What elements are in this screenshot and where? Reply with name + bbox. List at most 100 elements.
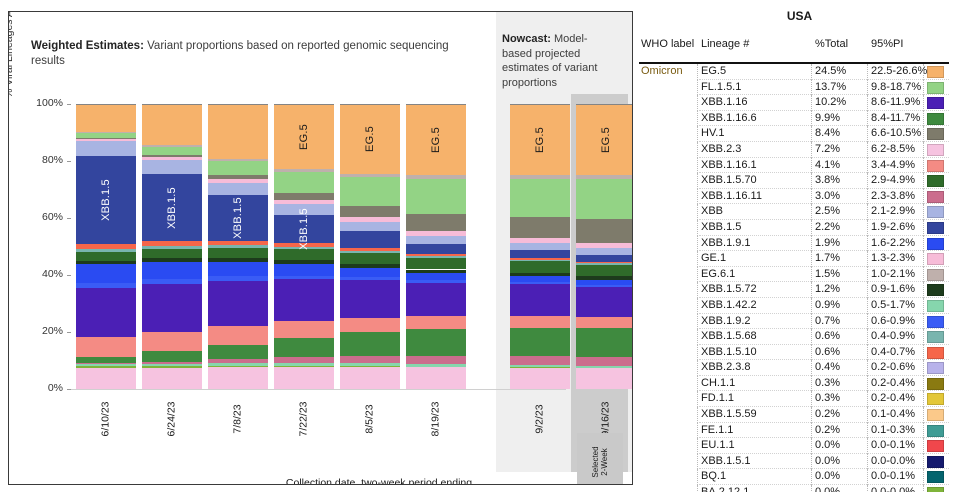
- bar-segment[interactable]: [76, 366, 136, 368]
- bar-segment[interactable]: [510, 174, 570, 180]
- bar-segment[interactable]: [510, 259, 570, 262]
- table-row[interactable]: FD.1.1 0.3% 0.2-0.4%: [637, 391, 962, 408]
- bar-segment[interactable]: [406, 254, 466, 257]
- table-row[interactable]: BA.2.12.1 0.0% 0.0-0.0%: [637, 485, 962, 492]
- stacked-bar[interactable]: XBB.1.5: [142, 103, 202, 389]
- bar-segment[interactable]: [274, 275, 334, 280]
- bar-segment[interactable]: [576, 356, 632, 366]
- bar-segment[interactable]: [340, 252, 400, 265]
- bar-segment[interactable]: [142, 367, 202, 389]
- bar-segment[interactable]: [340, 277, 400, 281]
- bar-segment[interactable]: [576, 179, 632, 219]
- bar-segment[interactable]: [76, 243, 136, 249]
- bar-segment[interactable]: [142, 241, 202, 246]
- bar-segment[interactable]: [576, 265, 632, 277]
- bar-segment[interactable]: [208, 182, 268, 196]
- table-row[interactable]: Omicron EG.5 24.5% 22.5-26.6%: [637, 64, 962, 80]
- bar-segment[interactable]: [576, 287, 632, 317]
- bar-segment[interactable]: [142, 283, 202, 332]
- bar-segment[interactable]: [208, 280, 268, 327]
- bar-segment[interactable]: [576, 103, 632, 105]
- bar-segment[interactable]: [576, 104, 632, 176]
- table-row[interactable]: XBB.1.5.70 3.8% 2.9-4.9%: [637, 173, 962, 189]
- bar-segment[interactable]: [76, 104, 136, 132]
- bar-segment[interactable]: [510, 103, 570, 105]
- bar-segment[interactable]: [576, 218, 632, 244]
- bar-segment[interactable]: [576, 285, 632, 288]
- bar-segment[interactable]: [406, 364, 466, 367]
- table-row[interactable]: XBB.1.5.72 1.2% 0.9-1.6%: [637, 282, 962, 298]
- table-row[interactable]: XBB.1.16 10.2% 8.6-11.9%: [637, 95, 962, 111]
- selected-2week-badge[interactable]: Selected 2-Week: [577, 433, 623, 484]
- bar-segment[interactable]: [274, 192, 334, 200]
- bar-segment[interactable]: [576, 316, 632, 329]
- bar-segment[interactable]: [274, 357, 334, 364]
- bar-segment[interactable]: [208, 104, 268, 160]
- bar-segment[interactable]: [340, 250, 400, 253]
- bar-segment[interactable]: [406, 316, 466, 330]
- bar-segment[interactable]: [208, 359, 268, 364]
- bar-segment[interactable]: [510, 367, 570, 389]
- bar-segment[interactable]: [274, 321, 334, 338]
- bar-segment[interactable]: [142, 366, 202, 368]
- bar-segment[interactable]: [208, 363, 268, 366]
- table-row[interactable]: XBB.1.5 2.2% 1.9-2.6%: [637, 219, 962, 236]
- bar-segment[interactable]: [340, 264, 400, 269]
- bar-segment[interactable]: [274, 260, 334, 265]
- bar-segment[interactable]: [340, 103, 400, 105]
- bar-segment[interactable]: [510, 282, 570, 285]
- bar-segment[interactable]: [274, 203, 334, 215]
- bar-segment[interactable]: [274, 337, 334, 358]
- bar-segment[interactable]: [274, 365, 334, 367]
- bar-segment[interactable]: [76, 362, 136, 365]
- bar-segment[interactable]: [340, 177, 400, 207]
- bar-segment[interactable]: [340, 366, 400, 367]
- bar-segment[interactable]: [76, 131, 136, 133]
- bar-segment[interactable]: [406, 258, 466, 270]
- bar-segment[interactable]: [208, 261, 268, 277]
- table-row[interactable]: FL.1.5.1 13.7% 9.8-18.7%: [637, 79, 962, 96]
- bar-segment[interactable]: [208, 103, 268, 105]
- bar-segment[interactable]: [208, 175, 268, 179]
- bar-segment[interactable]: [274, 363, 334, 366]
- bar-segment[interactable]: [340, 317, 400, 333]
- bar-segment[interactable]: [142, 104, 202, 145]
- bar-segment[interactable]: [208, 367, 268, 389]
- table-row[interactable]: XBB.1.9.1 1.9% 1.6-2.2%: [637, 235, 962, 252]
- bar-segment[interactable]: [142, 173, 202, 242]
- table-row[interactable]: XBB.1.9.2 0.7% 0.6-0.9%: [637, 313, 962, 330]
- table-row[interactable]: XBB.2.3.8 0.4% 0.2-0.6%: [637, 360, 962, 376]
- bar-segment[interactable]: [510, 261, 570, 273]
- bar-segment[interactable]: [76, 252, 136, 261]
- bar-segment[interactable]: [340, 332, 400, 357]
- bar-segment[interactable]: [208, 244, 268, 248]
- bar-segment[interactable]: [142, 361, 202, 365]
- table-row[interactable]: EU.1.1 0.0% 0.0-0.1%: [637, 438, 962, 454]
- bar-segment[interactable]: [142, 258, 202, 262]
- bar-segment[interactable]: [76, 103, 136, 105]
- bar-segment[interactable]: [274, 279, 334, 322]
- bar-segment[interactable]: [576, 255, 632, 262]
- bar-segment[interactable]: [340, 268, 400, 278]
- bar-segment[interactable]: [274, 246, 334, 249]
- bar-segment[interactable]: [576, 248, 632, 256]
- bar-segment[interactable]: [208, 195, 268, 241]
- table-row[interactable]: GE.1 1.7% 1.3-2.3%: [637, 251, 962, 267]
- bar-segment[interactable]: [208, 276, 268, 281]
- table-row[interactable]: FE.1.1 0.2% 0.1-0.3%: [637, 422, 962, 439]
- table-row[interactable]: XBB.1.16.1 4.1% 3.4-4.9%: [637, 157, 962, 174]
- bar-segment[interactable]: [208, 178, 268, 183]
- stacked-bar[interactable]: EG.5: [576, 103, 632, 389]
- bar-segment[interactable]: [142, 331, 202, 352]
- bar-segment[interactable]: [510, 284, 570, 316]
- stacked-bar[interactable]: XBB.1.5: [208, 103, 268, 389]
- bar-segment[interactable]: [76, 156, 136, 244]
- table-row[interactable]: CH.1.1 0.3% 0.2-0.4%: [637, 375, 962, 392]
- bar-segment[interactable]: [510, 315, 570, 328]
- bar-segment[interactable]: [76, 288, 136, 337]
- bar-segment[interactable]: [274, 169, 334, 172]
- bar-segment[interactable]: [274, 171, 334, 193]
- table-row[interactable]: XBB.1.5.1 0.0% 0.0-0.0%: [637, 453, 962, 470]
- bar-segment[interactable]: [510, 327, 570, 356]
- bar-segment[interactable]: [142, 261, 202, 279]
